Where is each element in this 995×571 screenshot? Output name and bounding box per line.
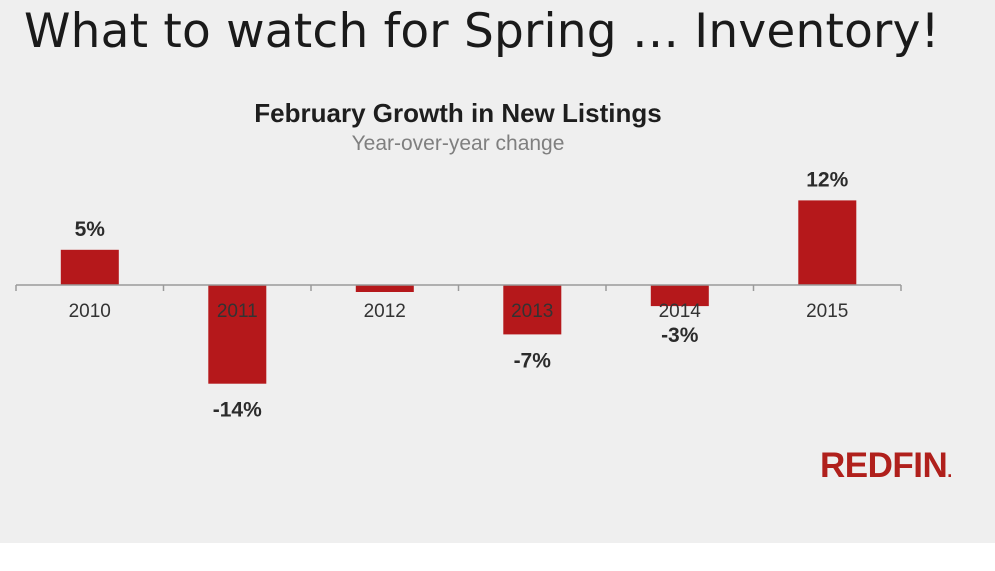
bar-2014 (650, 285, 709, 307)
tick-label-2013: 2013 (511, 301, 553, 322)
bar-2011 (208, 285, 267, 384)
logo-text: REDFIN (820, 446, 948, 485)
tick-label-2010: 2010 (69, 301, 111, 322)
bar-chart: 2010 5% 2011 -14% 2012 2013 -7% 2014-3% 2015 12% (15, 168, 902, 422)
data-label-2014: -3% (661, 324, 699, 347)
bar-2013 (503, 285, 562, 335)
data-label-2015: 12% (806, 168, 848, 191)
redfin-logo: REDFIN. (820, 446, 952, 486)
data-label-2011: -14% (213, 399, 262, 422)
bar-2012 (355, 285, 414, 292)
tick-label-2015: 2015 (806, 301, 848, 322)
data-label-2010: 5% (75, 218, 106, 241)
slide-title: What to watch for Spring … Inventory! (24, 4, 940, 59)
tick-label-2011: 2011 (217, 301, 258, 322)
chart-subtitle: Year-over-year change (351, 132, 565, 155)
slide: What to watch for Spring … Inventory! Fe… (0, 0, 995, 543)
logo-mark: . (947, 461, 952, 481)
bar-2010 (60, 249, 119, 286)
chart-title: February Growth in New Listings (254, 98, 662, 128)
tick-label-2012: 2012 (364, 301, 406, 322)
bar-2015 (798, 200, 857, 285)
tick-label-2014: 2014 (659, 301, 702, 322)
data-label-2013: -7% (514, 349, 552, 372)
